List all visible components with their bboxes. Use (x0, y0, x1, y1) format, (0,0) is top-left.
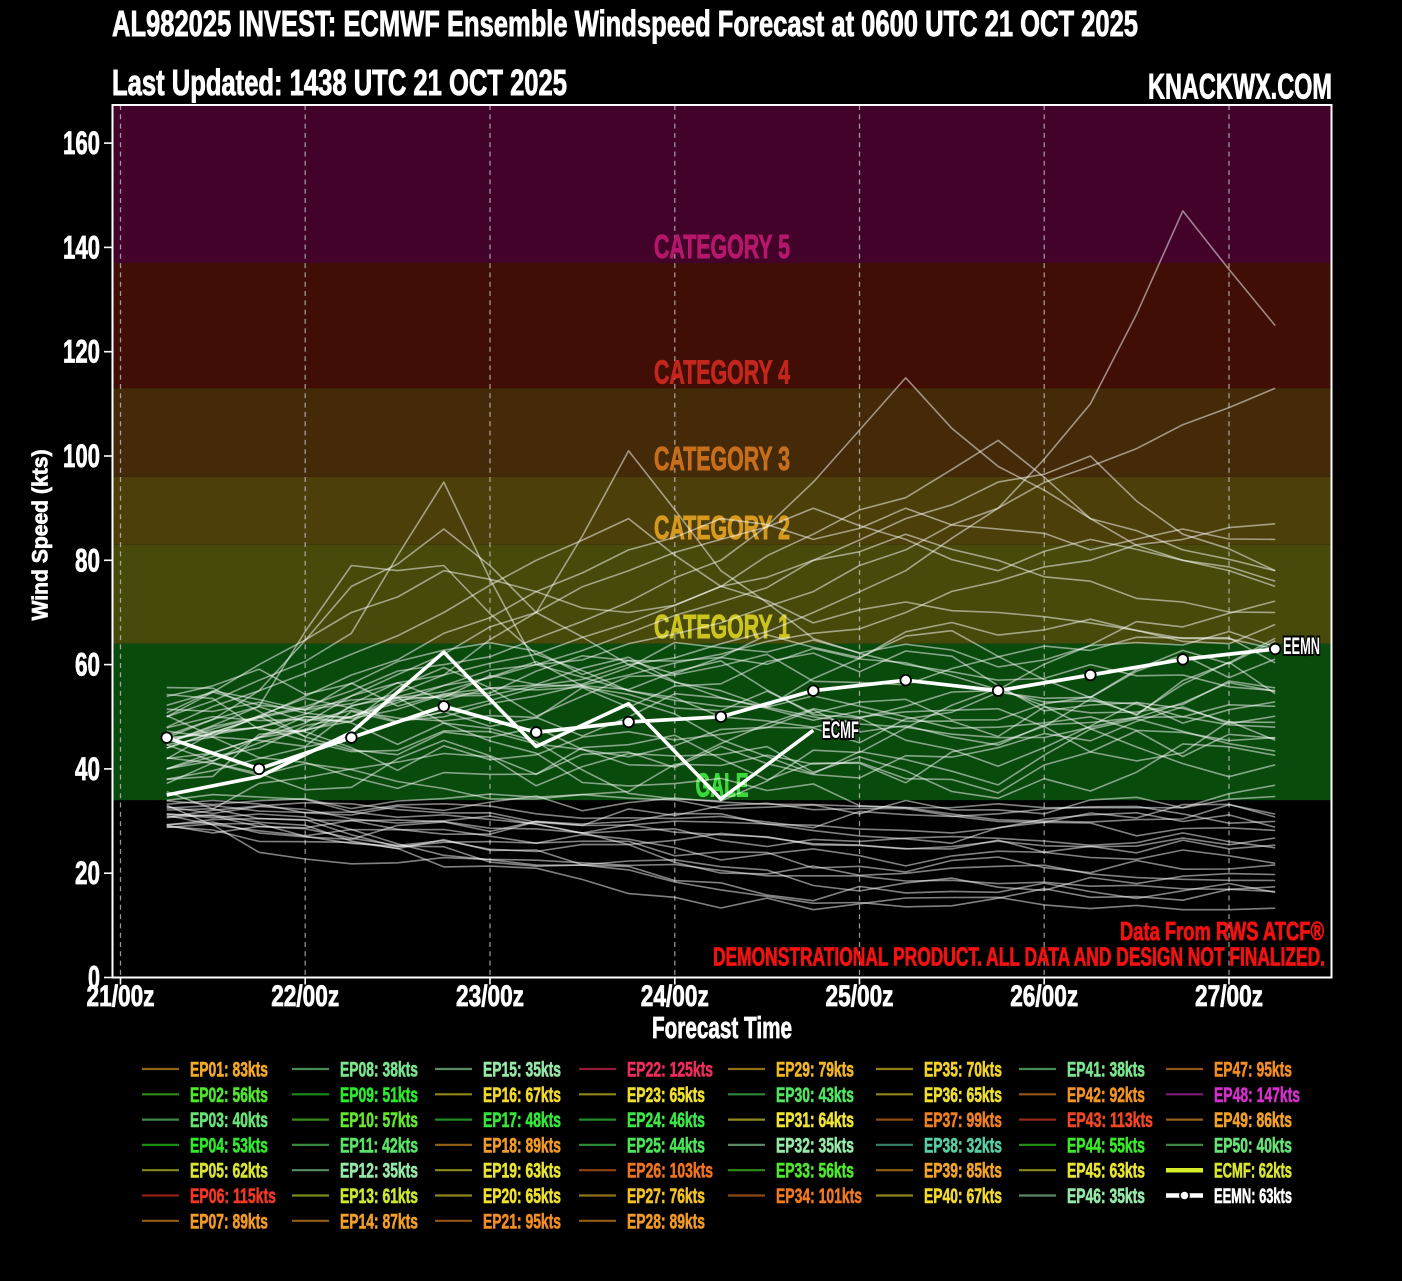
svg-text:EP42: 92kts: EP42: 92kts (1067, 1084, 1145, 1107)
svg-text:Wind Speed (kts): Wind Speed (kts) (28, 450, 53, 621)
svg-text:27/00z: 27/00z (1195, 980, 1263, 1013)
svg-text:EP27: 76kts: EP27: 76kts (627, 1185, 705, 1208)
svg-text:EP45: 63kts: EP45: 63kts (1067, 1160, 1145, 1183)
svg-text:160: 160 (63, 125, 100, 161)
svg-text:EP22: 125kts: EP22: 125kts (627, 1059, 713, 1082)
svg-text:EP13: 61kts: EP13: 61kts (340, 1185, 418, 1208)
svg-text:CATEGORY 1: CATEGORY 1 (654, 608, 790, 645)
svg-text:22/00z: 22/00z (271, 980, 339, 1013)
svg-text:20: 20 (75, 855, 100, 891)
svg-text:CATEGORY 3: CATEGORY 3 (654, 440, 790, 477)
svg-text:60: 60 (75, 647, 100, 683)
svg-text:EP19: 63kts: EP19: 63kts (483, 1160, 561, 1183)
svg-text:EP32: 35kts: EP32: 35kts (776, 1134, 854, 1157)
svg-text:EP40: 67kts: EP40: 67kts (924, 1185, 1002, 1208)
svg-text:120: 120 (63, 334, 100, 370)
svg-text:EP26: 103kts: EP26: 103kts (627, 1160, 713, 1183)
svg-text:40: 40 (75, 751, 100, 787)
svg-text:Last Updated: 1438 UTC 21 OCT: Last Updated: 1438 UTC 21 OCT 2025 (112, 62, 567, 103)
svg-text:140: 140 (63, 229, 100, 265)
svg-text:EP17: 48kts: EP17: 48kts (483, 1109, 561, 1132)
svg-text:EP39: 85kts: EP39: 85kts (924, 1160, 1002, 1183)
svg-text:0: 0 (88, 960, 100, 996)
svg-text:EP49: 86kts: EP49: 86kts (1214, 1109, 1292, 1132)
svg-text:CATEGORY 4: CATEGORY 4 (654, 354, 790, 391)
svg-text:EP04: 53kts: EP04: 53kts (190, 1134, 268, 1157)
svg-text:EP41: 38kts: EP41: 38kts (1067, 1059, 1145, 1082)
svg-text:EP01: 83kts: EP01: 83kts (190, 1059, 268, 1082)
svg-text:EEMN: 63kts: EEMN: 63kts (1214, 1185, 1292, 1208)
svg-text:EP44: 55kts: EP44: 55kts (1067, 1134, 1145, 1157)
svg-text:EP05: 62kts: EP05: 62kts (190, 1160, 268, 1183)
svg-text:EEMN: EEMN (1283, 633, 1320, 660)
svg-text:EP38: 32kts: EP38: 32kts (924, 1134, 1002, 1157)
svg-text:EP28: 89kts: EP28: 89kts (627, 1210, 705, 1233)
svg-text:CATEGORY 5: CATEGORY 5 (654, 228, 790, 265)
svg-text:EP23: 65kts: EP23: 65kts (627, 1084, 705, 1107)
svg-text:EP06: 115kts: EP06: 115kts (190, 1185, 276, 1208)
svg-text:EP07: 89kts: EP07: 89kts (190, 1210, 268, 1233)
svg-text:EP43: 113kts: EP43: 113kts (1067, 1109, 1153, 1132)
svg-text:EP36: 65kts: EP36: 65kts (924, 1084, 1002, 1107)
svg-text:EP34: 101kts: EP34: 101kts (776, 1185, 862, 1208)
svg-text:CATEGORY 2: CATEGORY 2 (654, 509, 790, 546)
svg-text:EP12: 35kts: EP12: 35kts (340, 1160, 418, 1183)
svg-text:EP10: 57kts: EP10: 57kts (340, 1109, 418, 1132)
svg-text:EP16: 67kts: EP16: 67kts (483, 1084, 561, 1107)
svg-text:21/00z: 21/00z (87, 980, 155, 1013)
svg-text:EP03: 40kts: EP03: 40kts (190, 1109, 268, 1132)
svg-text:EP50: 40kts: EP50: 40kts (1214, 1134, 1292, 1157)
svg-text:KNACKWX.COM: KNACKWX.COM (1148, 67, 1332, 107)
svg-text:100: 100 (63, 438, 100, 474)
svg-text:AL982025 INVEST: ECMWF Ensembl: AL982025 INVEST: ECMWF Ensemble Windspee… (112, 3, 1138, 44)
svg-text:EP14: 87kts: EP14: 87kts (340, 1210, 418, 1233)
svg-text:EP46: 35kts: EP46: 35kts (1067, 1185, 1145, 1208)
svg-text:EP15: 35kts: EP15: 35kts (483, 1059, 561, 1082)
svg-text:EP48: 147kts: EP48: 147kts (1214, 1084, 1300, 1107)
svg-text:EP29: 79kts: EP29: 79kts (776, 1059, 854, 1082)
svg-text:EP31: 64kts: EP31: 64kts (776, 1109, 854, 1132)
svg-text:EP35: 70kts: EP35: 70kts (924, 1059, 1002, 1082)
svg-text:EP08: 38kts: EP08: 38kts (340, 1059, 418, 1082)
svg-text:23/00z: 23/00z (456, 980, 524, 1013)
svg-text:Forecast Time: Forecast Time (652, 1010, 792, 1045)
svg-text:EP37: 99kts: EP37: 99kts (924, 1109, 1002, 1132)
svg-text:EP47: 95kts: EP47: 95kts (1214, 1059, 1292, 1082)
svg-text:EP33: 56kts: EP33: 56kts (776, 1160, 854, 1183)
svg-text:EP09: 51kts: EP09: 51kts (340, 1084, 418, 1107)
svg-text:DEMONSTRATIONAL PRODUCT. ALL D: DEMONSTRATIONAL PRODUCT. ALL DATA AND DE… (713, 942, 1325, 972)
svg-text:24/00z: 24/00z (641, 980, 709, 1013)
svg-text:EP24: 46kts: EP24: 46kts (627, 1109, 705, 1132)
svg-text:26/00z: 26/00z (1010, 980, 1078, 1013)
svg-text:Data From RWS ATCF®: Data From RWS ATCF® (1120, 916, 1324, 946)
svg-text:EP20: 65kts: EP20: 65kts (483, 1185, 561, 1208)
svg-text:EP21: 95kts: EP21: 95kts (483, 1210, 561, 1233)
svg-text:EP18: 89kts: EP18: 89kts (483, 1134, 561, 1157)
svg-text:ECMF: 62kts: ECMF: 62kts (1214, 1160, 1292, 1183)
svg-text:ECMF: ECMF (822, 717, 859, 744)
svg-text:25/00z: 25/00z (826, 980, 894, 1013)
svg-text:EP02: 56kts: EP02: 56kts (190, 1084, 268, 1107)
svg-text:80: 80 (75, 542, 100, 578)
svg-text:EP30: 43kts: EP30: 43kts (776, 1084, 854, 1107)
svg-text:EP11: 42kts: EP11: 42kts (340, 1134, 418, 1157)
svg-text:EP25: 44kts: EP25: 44kts (627, 1134, 705, 1157)
